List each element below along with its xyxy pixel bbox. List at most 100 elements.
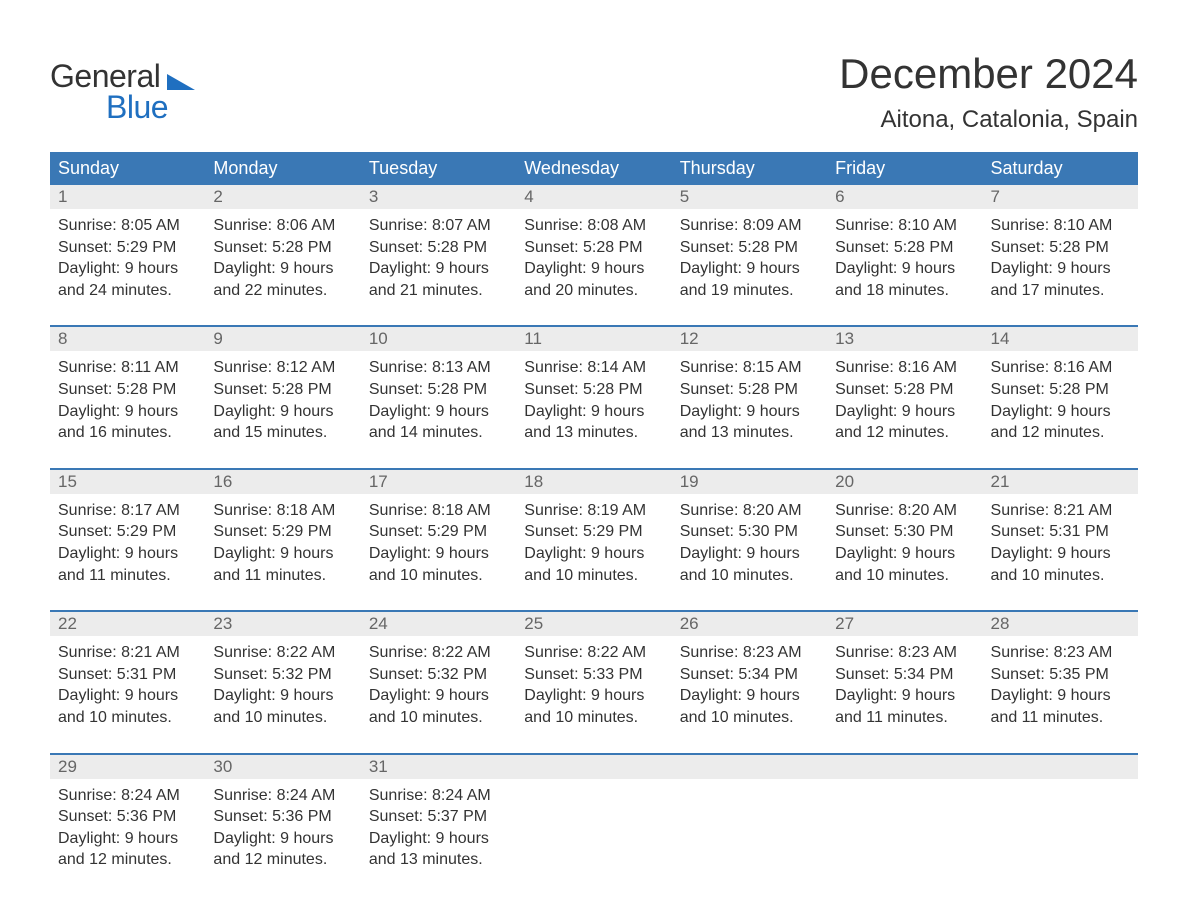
day-body: Sunrise: 8:18 AMSunset: 5:29 PMDaylight:… <box>361 494 516 586</box>
day-number: 26 <box>672 612 827 636</box>
sunrise-line: Sunrise: 8:09 AM <box>680 215 821 237</box>
day-body: Sunrise: 8:15 AMSunset: 5:28 PMDaylight:… <box>672 351 827 443</box>
day-number: 21 <box>983 470 1138 494</box>
day-cell: 4Sunrise: 8:08 AMSunset: 5:28 PMDaylight… <box>516 185 671 301</box>
daylight-line: Daylight: 9 hours and 10 minutes. <box>213 685 354 728</box>
daylight-line: Daylight: 9 hours and 10 minutes. <box>680 543 821 586</box>
day-cell: 31Sunrise: 8:24 AMSunset: 5:37 PMDayligh… <box>361 755 516 871</box>
day-body: Sunrise: 8:05 AMSunset: 5:29 PMDaylight:… <box>50 209 205 301</box>
daynum-bar: 3 <box>361 185 516 209</box>
daylight-line: Daylight: 9 hours and 21 minutes. <box>369 258 510 301</box>
sunrise-line: Sunrise: 8:24 AM <box>213 785 354 807</box>
brand-logo: General Blue <box>50 50 195 126</box>
day-cell: 27Sunrise: 8:23 AMSunset: 5:34 PMDayligh… <box>827 612 982 728</box>
sunrise-line: Sunrise: 8:10 AM <box>991 215 1132 237</box>
sunrise-line: Sunrise: 8:16 AM <box>991 357 1132 379</box>
sunrise-line: Sunrise: 8:23 AM <box>680 642 821 664</box>
day-body: Sunrise: 8:23 AMSunset: 5:35 PMDaylight:… <box>983 636 1138 728</box>
daynum-bar: 15 <box>50 470 205 494</box>
daynum-bar <box>672 755 827 779</box>
day-number: 18 <box>516 470 671 494</box>
day-cell: 18Sunrise: 8:19 AMSunset: 5:29 PMDayligh… <box>516 470 671 586</box>
sunset-line: Sunset: 5:28 PM <box>835 237 976 259</box>
day-number: 11 <box>516 327 671 351</box>
sunset-line: Sunset: 5:28 PM <box>680 379 821 401</box>
day-number: 12 <box>672 327 827 351</box>
page: General Blue December 2024 Aitona, Catal… <box>0 0 1188 901</box>
sunset-line: Sunset: 5:30 PM <box>835 521 976 543</box>
sunset-line: Sunset: 5:31 PM <box>991 521 1132 543</box>
daylight-line: Daylight: 9 hours and 10 minutes. <box>58 685 199 728</box>
day-cell: 16Sunrise: 8:18 AMSunset: 5:29 PMDayligh… <box>205 470 360 586</box>
daylight-line: Daylight: 9 hours and 24 minutes. <box>58 258 199 301</box>
daynum-bar: 11 <box>516 327 671 351</box>
day-number: 28 <box>983 612 1138 636</box>
day-number: 15 <box>50 470 205 494</box>
daynum-bar: 7 <box>983 185 1138 209</box>
day-cell: 11Sunrise: 8:14 AMSunset: 5:28 PMDayligh… <box>516 327 671 443</box>
daylight-line: Daylight: 9 hours and 10 minutes. <box>680 685 821 728</box>
day-body: Sunrise: 8:11 AMSunset: 5:28 PMDaylight:… <box>50 351 205 443</box>
sunrise-line: Sunrise: 8:22 AM <box>369 642 510 664</box>
dayname-sunday: Sunday <box>50 152 205 185</box>
day-cell: 5Sunrise: 8:09 AMSunset: 5:28 PMDaylight… <box>672 185 827 301</box>
sunrise-line: Sunrise: 8:18 AM <box>369 500 510 522</box>
day-body: Sunrise: 8:18 AMSunset: 5:29 PMDaylight:… <box>205 494 360 586</box>
daylight-line: Daylight: 9 hours and 11 minutes. <box>58 543 199 586</box>
calendar: SundayMondayTuesdayWednesdayThursdayFrid… <box>50 152 1138 871</box>
day-number: 13 <box>827 327 982 351</box>
week-row: 8Sunrise: 8:11 AMSunset: 5:28 PMDaylight… <box>50 325 1138 443</box>
daynum-bar: 21 <box>983 470 1138 494</box>
sunrise-line: Sunrise: 8:08 AM <box>524 215 665 237</box>
day-body: Sunrise: 8:14 AMSunset: 5:28 PMDaylight:… <box>516 351 671 443</box>
day-body: Sunrise: 8:23 AMSunset: 5:34 PMDaylight:… <box>672 636 827 728</box>
day-body: Sunrise: 8:24 AMSunset: 5:37 PMDaylight:… <box>361 779 516 871</box>
sunset-line: Sunset: 5:36 PM <box>58 806 199 828</box>
week-row: 22Sunrise: 8:21 AMSunset: 5:31 PMDayligh… <box>50 610 1138 728</box>
daynum-bar: 2 <box>205 185 360 209</box>
day-number: 20 <box>827 470 982 494</box>
sunset-line: Sunset: 5:29 PM <box>524 521 665 543</box>
day-body: Sunrise: 8:21 AMSunset: 5:31 PMDaylight:… <box>50 636 205 728</box>
sunrise-line: Sunrise: 8:10 AM <box>835 215 976 237</box>
day-body: Sunrise: 8:07 AMSunset: 5:28 PMDaylight:… <box>361 209 516 301</box>
day-cell: 6Sunrise: 8:10 AMSunset: 5:28 PMDaylight… <box>827 185 982 301</box>
day-body: Sunrise: 8:20 AMSunset: 5:30 PMDaylight:… <box>672 494 827 586</box>
day-body <box>983 779 1138 785</box>
day-body: Sunrise: 8:23 AMSunset: 5:34 PMDaylight:… <box>827 636 982 728</box>
daylight-line: Daylight: 9 hours and 10 minutes. <box>369 543 510 586</box>
day-number: 17 <box>361 470 516 494</box>
daynum-bar: 16 <box>205 470 360 494</box>
day-cell: 30Sunrise: 8:24 AMSunset: 5:36 PMDayligh… <box>205 755 360 871</box>
daylight-line: Daylight: 9 hours and 10 minutes. <box>991 543 1132 586</box>
daylight-line: Daylight: 9 hours and 19 minutes. <box>680 258 821 301</box>
daylight-line: Daylight: 9 hours and 13 minutes. <box>680 401 821 444</box>
day-body: Sunrise: 8:19 AMSunset: 5:29 PMDaylight:… <box>516 494 671 586</box>
day-cell: 14Sunrise: 8:16 AMSunset: 5:28 PMDayligh… <box>983 327 1138 443</box>
day-number: 2 <box>205 185 360 209</box>
daynum-bar: 17 <box>361 470 516 494</box>
month-title: December 2024 <box>839 50 1138 98</box>
day-number: 22 <box>50 612 205 636</box>
sunrise-line: Sunrise: 8:19 AM <box>524 500 665 522</box>
sunset-line: Sunset: 5:29 PM <box>213 521 354 543</box>
sunrise-line: Sunrise: 8:11 AM <box>58 357 199 379</box>
daynum-bar: 12 <box>672 327 827 351</box>
daylight-line: Daylight: 9 hours and 20 minutes. <box>524 258 665 301</box>
sunset-line: Sunset: 5:31 PM <box>58 664 199 686</box>
sunrise-line: Sunrise: 8:18 AM <box>213 500 354 522</box>
sunset-line: Sunset: 5:35 PM <box>991 664 1132 686</box>
day-number: 8 <box>50 327 205 351</box>
sunrise-line: Sunrise: 8:16 AM <box>835 357 976 379</box>
sunset-line: Sunset: 5:32 PM <box>369 664 510 686</box>
day-cell <box>672 755 827 871</box>
sunrise-line: Sunrise: 8:17 AM <box>58 500 199 522</box>
daylight-line: Daylight: 9 hours and 13 minutes. <box>369 828 510 871</box>
day-number: 10 <box>361 327 516 351</box>
day-number <box>983 755 1138 779</box>
day-cell: 13Sunrise: 8:16 AMSunset: 5:28 PMDayligh… <box>827 327 982 443</box>
day-body: Sunrise: 8:24 AMSunset: 5:36 PMDaylight:… <box>50 779 205 871</box>
day-cell: 12Sunrise: 8:15 AMSunset: 5:28 PMDayligh… <box>672 327 827 443</box>
day-body: Sunrise: 8:08 AMSunset: 5:28 PMDaylight:… <box>516 209 671 301</box>
daynum-bar: 18 <box>516 470 671 494</box>
